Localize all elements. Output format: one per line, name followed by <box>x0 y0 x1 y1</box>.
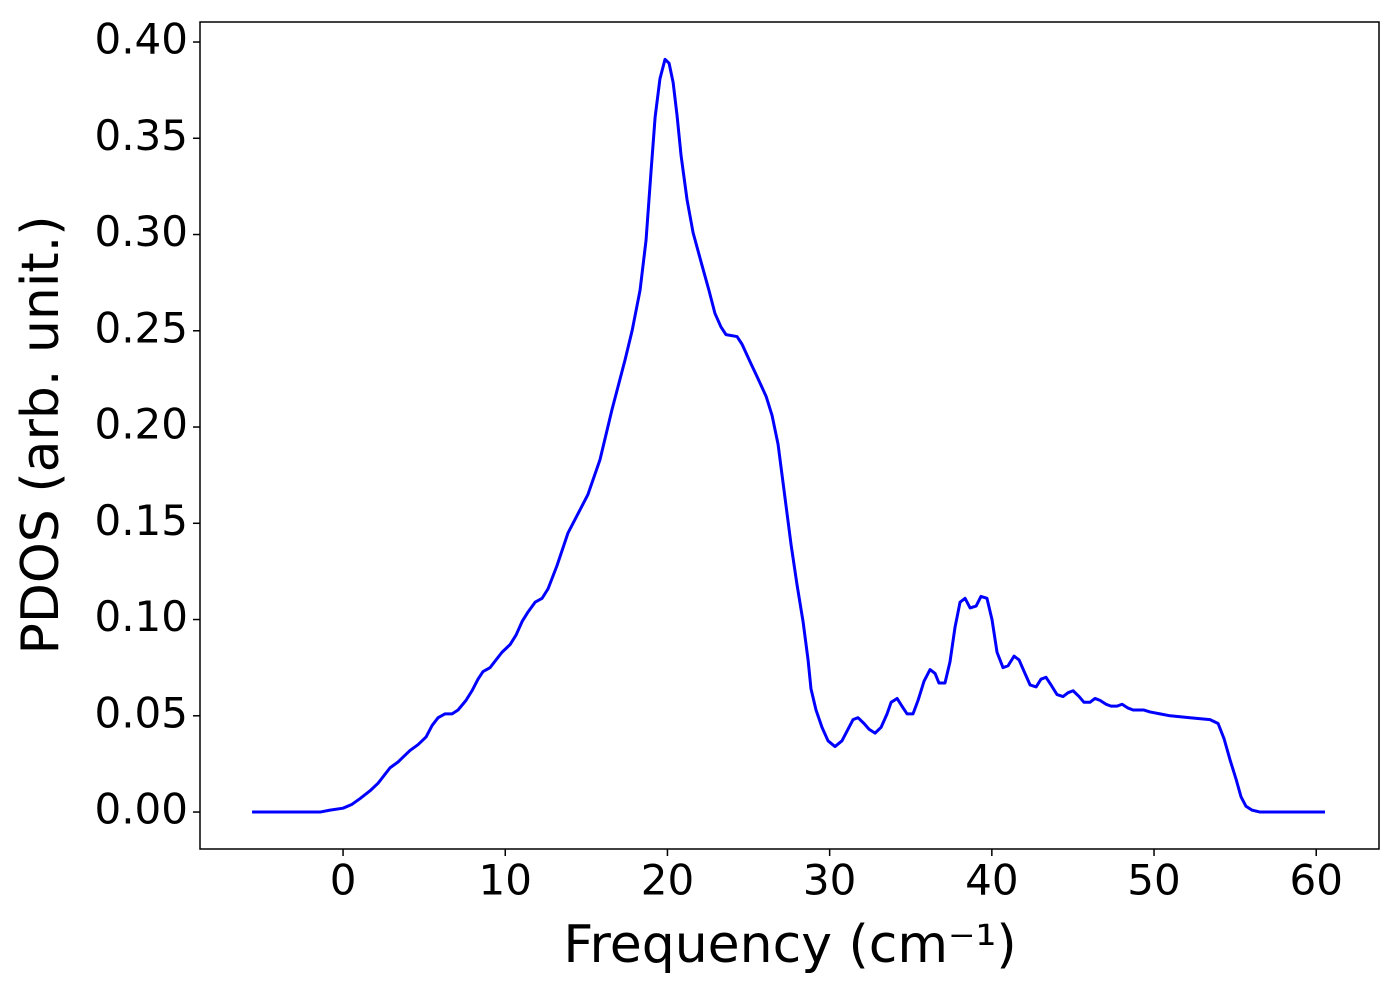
y-tick-label: 0.00 <box>94 785 188 834</box>
x-tick-label: 40 <box>965 856 1018 905</box>
x-tick-label: 0 <box>330 856 357 905</box>
y-tick-label: 0.10 <box>94 592 188 641</box>
y-tick-label: 0.15 <box>94 496 188 545</box>
y-tick-label: 0.30 <box>94 207 188 256</box>
y-tick-label: 0.05 <box>94 688 188 737</box>
x-tick-label: 20 <box>641 856 694 905</box>
y-tick-label: 0.40 <box>94 15 188 64</box>
data-line <box>252 57 1325 814</box>
x-axis-label: Frequency (cm⁻¹) <box>563 915 1016 975</box>
y-tick-label: 0.20 <box>94 400 188 449</box>
y-axis-label: PDOS (arb. unit.) <box>11 215 71 654</box>
x-tick-label: 60 <box>1290 856 1343 905</box>
x-tick-label: 30 <box>803 856 856 905</box>
y-tick-label: 0.35 <box>94 111 188 160</box>
x-tick-label: 50 <box>1127 856 1180 905</box>
plot-frame <box>199 21 1380 850</box>
x-tick-label: 10 <box>479 856 532 905</box>
y-tick-label: 0.25 <box>94 303 188 352</box>
